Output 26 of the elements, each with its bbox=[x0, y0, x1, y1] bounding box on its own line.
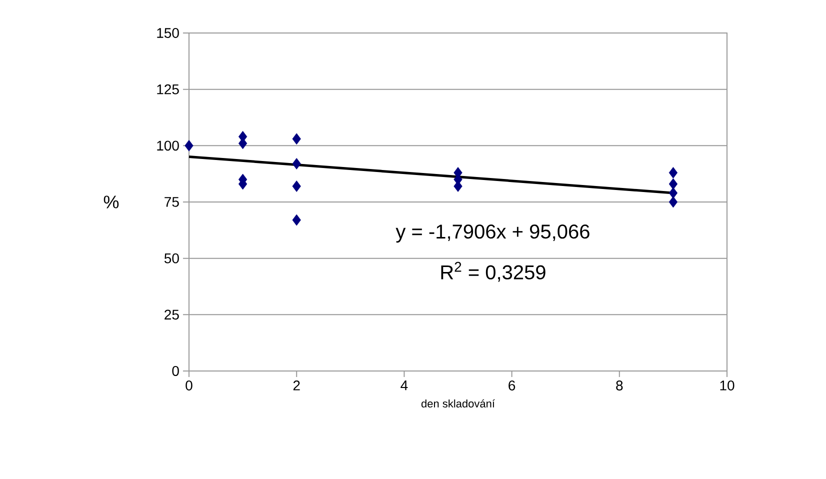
x-tick-label: 8 bbox=[616, 380, 623, 390]
point bbox=[292, 158, 301, 170]
annotation: y = -1,7906x + 95,066 bbox=[396, 224, 590, 243]
point bbox=[292, 133, 301, 145]
y-tick-label: 50 bbox=[164, 253, 179, 264]
x-tick-label: 0 bbox=[186, 380, 192, 390]
y-tick-label: 0 bbox=[172, 366, 179, 376]
point bbox=[668, 196, 678, 208]
point bbox=[668, 178, 678, 190]
y-axis-title: % bbox=[104, 196, 119, 208]
x-tick-label: 10 bbox=[720, 380, 734, 390]
x-tick-label: 2 bbox=[293, 380, 300, 390]
point bbox=[292, 180, 301, 192]
x-tick-label: 6 bbox=[508, 380, 516, 390]
y-tick-label: 125 bbox=[157, 84, 179, 94]
y-tick-label: 75 bbox=[164, 197, 179, 207]
y-tick-label: 150 bbox=[157, 28, 179, 38]
point bbox=[184, 140, 194, 152]
point bbox=[668, 167, 678, 178]
y-tick-label: 25 bbox=[164, 310, 179, 320]
y-tick-label: 100 bbox=[157, 140, 179, 151]
point bbox=[292, 214, 301, 226]
point bbox=[668, 187, 678, 199]
x-tick-label: 4 bbox=[400, 380, 408, 390]
x-axis-title: den skladování bbox=[421, 399, 495, 408]
annotation: R$^{2}$ = 0,3259 bbox=[441, 262, 546, 282]
